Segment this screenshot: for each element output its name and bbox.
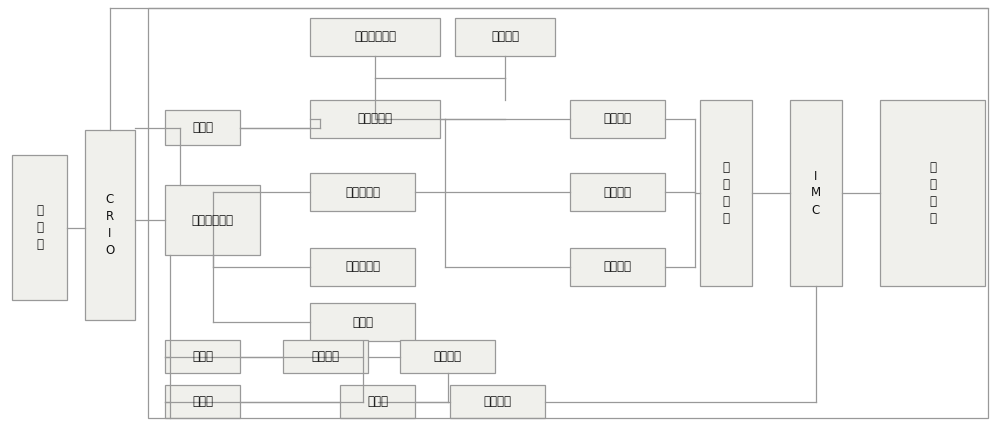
Text: 压力测量: 压力测量 <box>604 113 632 126</box>
Text: 加热装置: 加热装置 <box>491 30 519 43</box>
Text: I
M
C: I M C <box>811 169 821 217</box>
Bar <box>310 173 415 211</box>
Text: 流量调节阀: 流量调节阀 <box>345 260 380 274</box>
Bar <box>310 303 415 341</box>
Text: 回收容器: 回收容器 <box>312 350 340 363</box>
Text: 电子秤: 电子秤 <box>367 395 388 408</box>
Bar <box>570 173 665 211</box>
Text: 换向器: 换向器 <box>352 316 373 328</box>
Text: 同
步
信
号: 同 步 信 号 <box>929 161 936 225</box>
Text: 电磁阀: 电磁阀 <box>192 395 213 408</box>
Bar <box>310 248 415 286</box>
Bar <box>148 8 988 418</box>
Text: 工
控
机: 工 控 机 <box>36 204 43 251</box>
Bar <box>283 340 368 373</box>
Text: 质量测量: 质量测量 <box>484 395 512 408</box>
Bar <box>790 100 842 286</box>
Text: 称重贮箱: 称重贮箱 <box>434 350 462 363</box>
Bar <box>85 130 135 320</box>
Bar <box>880 100 985 286</box>
Bar <box>12 155 67 300</box>
Bar <box>400 340 495 373</box>
Bar <box>450 385 545 418</box>
Text: C
R
I
O: C R I O <box>105 193 115 257</box>
Text: 电磁阀: 电磁阀 <box>192 350 213 363</box>
Bar <box>455 18 555 56</box>
Bar <box>570 248 665 286</box>
Text: 质量流量计: 质量流量计 <box>345 186 380 198</box>
Text: 温度测量: 温度测量 <box>604 186 632 198</box>
Text: 流量测量: 流量测量 <box>604 260 632 274</box>
Bar <box>570 100 665 138</box>
Text: 信
号
调
理: 信 号 调 理 <box>722 161 730 225</box>
Bar <box>165 340 240 373</box>
Bar <box>165 110 240 145</box>
Bar <box>165 385 240 418</box>
Text: 推进剂贮箱: 推进剂贮箱 <box>358 113 392 126</box>
Bar <box>700 100 752 286</box>
Text: 控制驱动电路: 控制驱动电路 <box>192 213 234 226</box>
Text: 自动增压装置: 自动增压装置 <box>354 30 396 43</box>
Bar <box>310 100 440 138</box>
Bar <box>165 185 260 255</box>
Bar <box>340 385 415 418</box>
Text: 电磁阀: 电磁阀 <box>192 121 213 134</box>
Bar <box>310 18 440 56</box>
